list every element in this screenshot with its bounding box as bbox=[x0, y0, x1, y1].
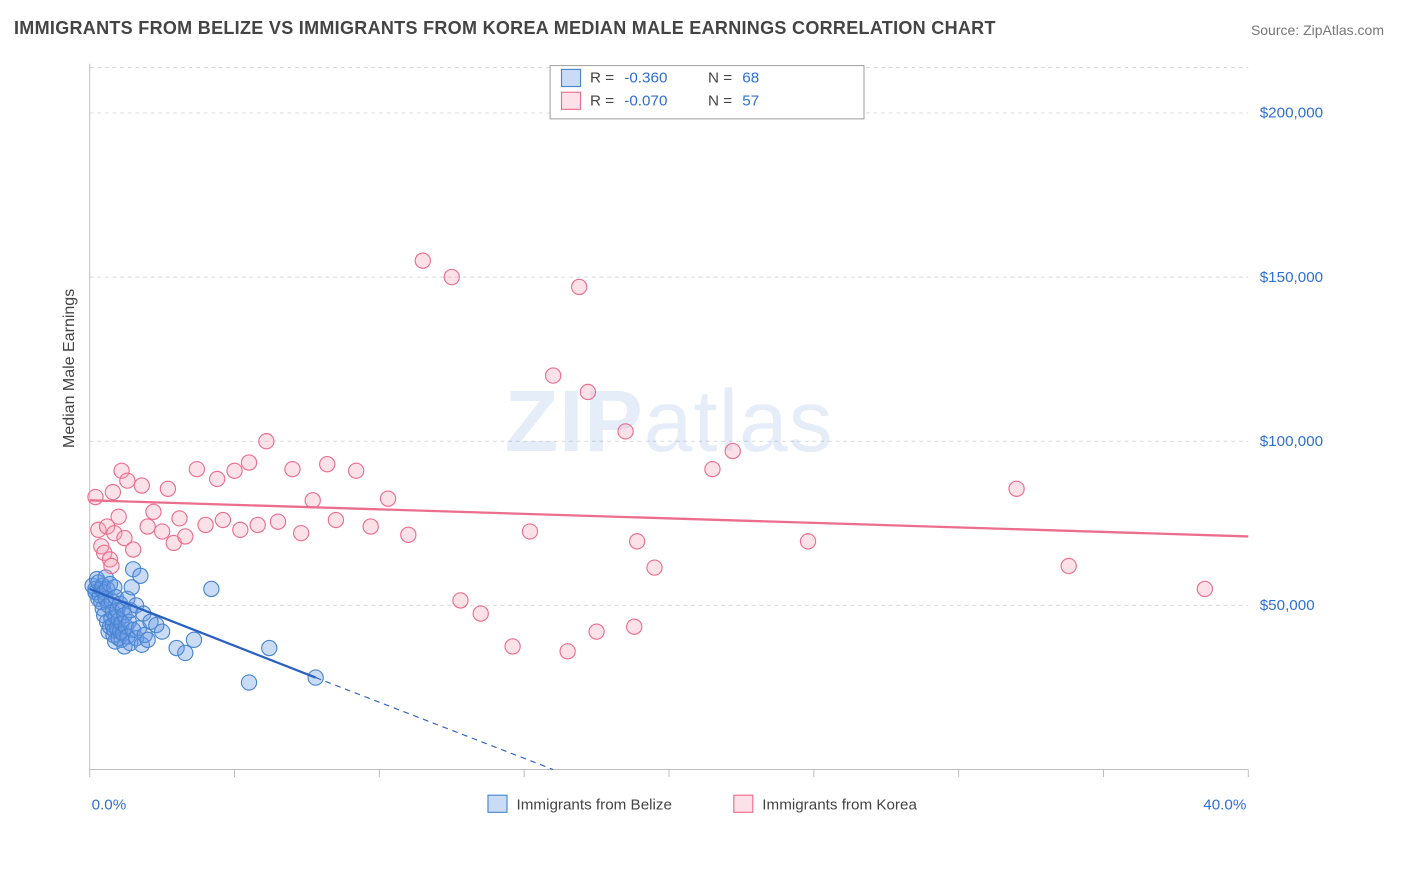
watermark: ZIPatlas bbox=[505, 372, 834, 470]
data-point bbox=[104, 558, 119, 573]
data-point bbox=[178, 645, 193, 660]
data-point bbox=[589, 624, 604, 639]
data-point bbox=[210, 471, 225, 486]
legend-swatch bbox=[488, 795, 507, 812]
data-point bbox=[415, 253, 430, 268]
data-point bbox=[140, 632, 155, 647]
data-point bbox=[105, 485, 120, 500]
chart-svg: $50,000 $100,000 $150,000 $200,000 ZIPatlas R… bbox=[50, 58, 1366, 838]
data-point bbox=[725, 443, 740, 458]
legend-swatch bbox=[734, 795, 753, 812]
data-point bbox=[580, 384, 595, 399]
legend-n-label: N = bbox=[708, 93, 732, 110]
data-point bbox=[270, 514, 285, 529]
y-tick-label: $100,000 bbox=[1260, 433, 1323, 450]
x-max-label: 40.0% bbox=[1203, 796, 1246, 813]
data-point bbox=[363, 519, 378, 534]
trend-line-extrapolated bbox=[316, 678, 554, 770]
data-point bbox=[126, 542, 141, 557]
data-point bbox=[233, 522, 248, 537]
data-point bbox=[186, 632, 201, 647]
legend-r-value: -0.360 bbox=[624, 70, 667, 87]
data-point bbox=[160, 481, 175, 496]
data-point bbox=[133, 568, 148, 583]
data-point bbox=[349, 463, 364, 478]
data-point bbox=[146, 504, 161, 519]
y-tick-label: $50,000 bbox=[1260, 597, 1315, 614]
data-point bbox=[305, 493, 320, 508]
data-point bbox=[705, 462, 720, 477]
data-point bbox=[120, 473, 135, 488]
data-point bbox=[294, 526, 309, 541]
data-point bbox=[1197, 581, 1212, 596]
data-point bbox=[140, 519, 155, 534]
legend-swatch bbox=[562, 69, 581, 86]
data-point bbox=[401, 527, 416, 542]
data-point bbox=[473, 606, 488, 621]
x-min-label: 0.0% bbox=[92, 796, 127, 813]
data-point bbox=[328, 512, 343, 527]
data-point bbox=[172, 511, 187, 526]
data-point bbox=[285, 462, 300, 477]
legend-r-value: -0.070 bbox=[624, 93, 667, 110]
data-point bbox=[250, 517, 265, 532]
data-point bbox=[1061, 558, 1076, 573]
data-point bbox=[134, 478, 149, 493]
data-point bbox=[198, 517, 213, 532]
data-point bbox=[241, 675, 256, 690]
data-point bbox=[627, 619, 642, 634]
legend-n-value: 68 bbox=[742, 70, 759, 87]
data-point bbox=[227, 463, 242, 478]
data-point bbox=[560, 644, 575, 659]
source-label: Source: ZipAtlas.com bbox=[1251, 22, 1384, 38]
data-point bbox=[380, 491, 395, 506]
legend-n-value: 57 bbox=[742, 93, 759, 110]
data-point bbox=[111, 509, 126, 524]
data-point bbox=[572, 279, 587, 294]
y-tick-label: $150,000 bbox=[1260, 269, 1323, 286]
plot-container: Median Male Earnings $50,000$100,000$150… bbox=[50, 58, 1366, 838]
y-tick-label: $200,000 bbox=[1260, 105, 1323, 122]
data-point bbox=[647, 560, 662, 575]
legend-swatch bbox=[562, 92, 581, 109]
data-point bbox=[155, 524, 170, 539]
legend-series-label: Immigrants from Belize bbox=[517, 796, 672, 813]
data-point bbox=[444, 269, 459, 284]
legend-r-label: R = bbox=[590, 70, 614, 87]
data-point bbox=[618, 424, 633, 439]
data-point bbox=[522, 524, 537, 539]
data-point bbox=[204, 581, 219, 596]
data-point bbox=[262, 640, 277, 655]
data-point bbox=[189, 462, 204, 477]
chart-title: IMMIGRANTS FROM BELIZE VS IMMIGRANTS FRO… bbox=[14, 18, 996, 39]
data-point bbox=[1009, 481, 1024, 496]
legend-r-label: R = bbox=[590, 93, 614, 110]
legend-n-label: N = bbox=[708, 70, 732, 87]
data-point bbox=[259, 434, 274, 449]
data-point bbox=[320, 457, 335, 472]
data-point bbox=[453, 593, 468, 608]
data-point bbox=[178, 529, 193, 544]
legend-series-label: Immigrants from Korea bbox=[762, 796, 917, 813]
data-point bbox=[88, 489, 103, 504]
data-point bbox=[800, 534, 815, 549]
data-point bbox=[155, 624, 170, 639]
data-point bbox=[215, 512, 230, 527]
trend-line bbox=[90, 500, 1249, 536]
data-point bbox=[505, 639, 520, 654]
data-point bbox=[241, 455, 256, 470]
data-point bbox=[630, 534, 645, 549]
data-point bbox=[546, 368, 561, 383]
